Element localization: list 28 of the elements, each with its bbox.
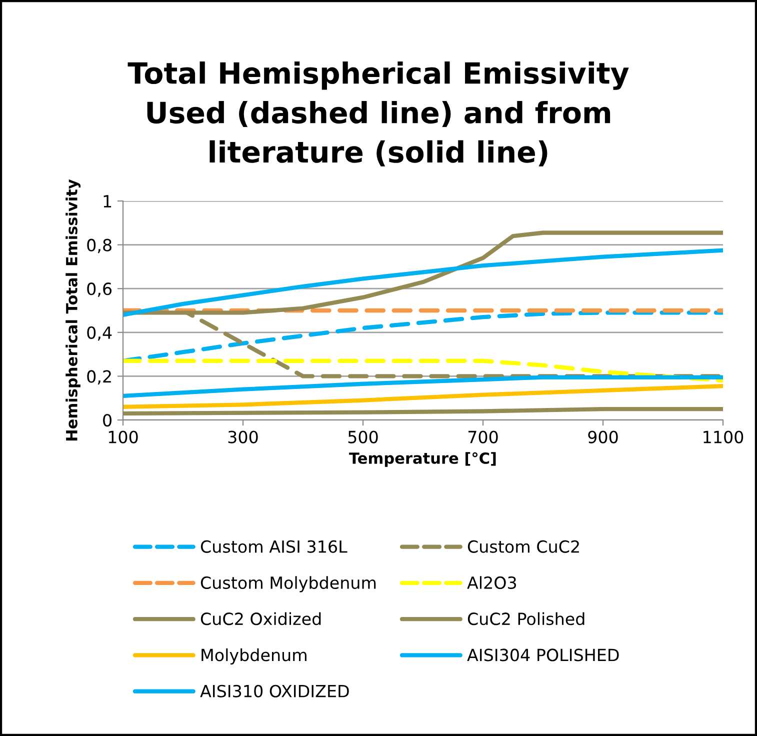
- x-tick-label: 100: [108, 430, 138, 444]
- legend-label: Custom Molybdenum: [200, 576, 376, 592]
- y-axis-title: Hemispherical Total Emissivity: [66, 179, 81, 440]
- x-tick-label: 700: [468, 430, 498, 444]
- legend-label: Custom CuC2: [468, 540, 579, 553]
- legend-label: AISI310 OXIDIZED: [200, 684, 349, 698]
- legend-label: AISI304 POLISHED: [467, 648, 619, 662]
- y-tick-label: 0,4: [87, 326, 112, 341]
- x-tick-label: 900: [588, 430, 618, 444]
- y-tick-label: 0,6: [87, 282, 112, 297]
- line-series: [123, 358, 723, 383]
- legend-label: Molybdenum: [202, 648, 306, 665]
- line-series: [123, 375, 723, 398]
- y-tick-label: 0: [103, 414, 112, 427]
- line-series: [123, 248, 723, 317]
- chart-title: Total Hemispherical Emissivity Used (dashed line) and from literature (solid line): [128, 61, 629, 166]
- x-tick-label: 300: [228, 430, 258, 444]
- x-tick-label: 500: [348, 430, 378, 444]
- x-axis-title: Temperature [°C]: [349, 452, 496, 467]
- y-tick-label: 0,2: [87, 370, 111, 384]
- legend-label: Al2O3: [467, 576, 516, 590]
- y-tick-label: 1: [104, 195, 112, 208]
- y-tick-label: 0,8: [87, 238, 112, 254]
- legend-label: CuC2 Oxidized: [200, 612, 321, 626]
- x-tick-label: 1100: [704, 430, 744, 444]
- legend-label: CuC2 Polished: [468, 612, 584, 626]
- legend-label: Custom AISI 316L: [200, 540, 348, 553]
- line-series: [123, 384, 723, 409]
